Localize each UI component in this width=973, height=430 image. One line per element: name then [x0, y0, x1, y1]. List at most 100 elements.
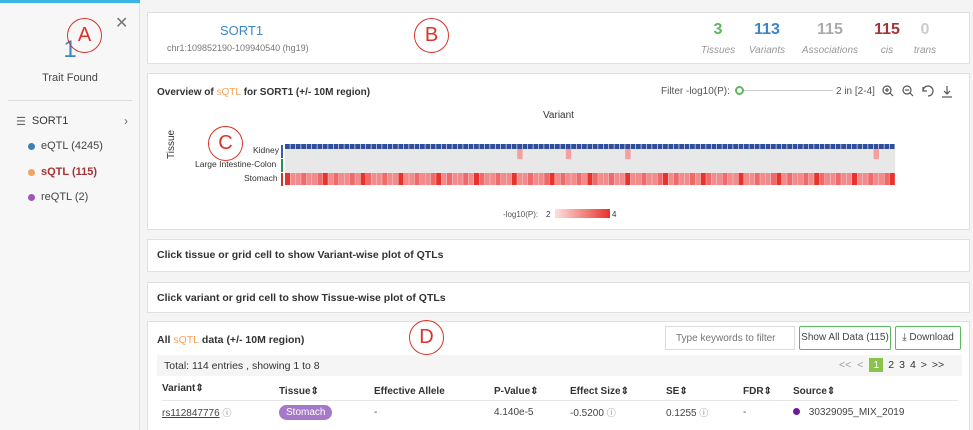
heatmap-cell[interactable]: [889, 144, 895, 149]
heatmap-cell[interactable]: [852, 144, 857, 149]
heatmap-cell[interactable]: [771, 173, 776, 185]
heatmap-cell[interactable]: [825, 173, 830, 185]
heatmap-cell[interactable]: [798, 144, 803, 149]
heatmap-cell[interactable]: [409, 144, 414, 149]
heatmap-cell[interactable]: [328, 173, 334, 185]
heatmap-cell[interactable]: [317, 173, 323, 185]
heatmap-cell[interactable]: [441, 173, 447, 185]
heatmap-cell[interactable]: [717, 173, 722, 185]
heatmap-cell[interactable]: [765, 144, 771, 149]
heatmap-cell[interactable]: [317, 144, 323, 149]
heatmap-cell[interactable]: [425, 173, 431, 185]
heatmap-cell[interactable]: [360, 144, 366, 149]
heatmap-cell[interactable]: [706, 144, 711, 149]
download-button[interactable]: ⤓ Download: [895, 326, 961, 350]
heatmap-cell[interactable]: [619, 173, 625, 185]
heatmap-cell[interactable]: [603, 173, 609, 185]
heatmap-cell[interactable]: [393, 173, 398, 185]
heatmap-cell[interactable]: [587, 173, 593, 185]
heatmap-cell[interactable]: [344, 173, 350, 185]
heatmap-cell[interactable]: [830, 173, 836, 185]
page-last[interactable]: >>: [931, 359, 945, 371]
heatmap-cell[interactable]: [420, 144, 425, 149]
heatmap-cell[interactable]: [468, 173, 474, 185]
heatmap-cell[interactable]: [603, 144, 609, 149]
heatmap-cell[interactable]: [571, 173, 577, 185]
heatmap-cell[interactable]: [835, 173, 841, 185]
heatmap-cell[interactable]: [376, 144, 382, 149]
heatmap-cell[interactable]: [447, 173, 452, 185]
sidebar-item-sqtl[interactable]: sQTL (115): [28, 166, 97, 178]
table-row[interactable]: rs112847776 ⓘ Stomach - 4.140e-5 -0.5200…: [162, 400, 958, 420]
heatmap-cell[interactable]: [387, 144, 393, 149]
heatmap-cell[interactable]: [339, 173, 344, 185]
heatmap-cell[interactable]: [517, 173, 523, 185]
heatmap-cell[interactable]: [295, 173, 301, 185]
heatmap-cell[interactable]: [479, 144, 485, 149]
heatmap-cell[interactable]: [873, 144, 879, 149]
heatmap-cell[interactable]: [835, 144, 841, 149]
heatmap-cell[interactable]: [776, 144, 782, 149]
tissue-label-stomach[interactable]: Stomach: [244, 173, 278, 183]
col-fdr[interactable]: FDR⇕: [743, 386, 772, 397]
heatmap-cell[interactable]: [803, 173, 809, 185]
heatmap-cell[interactable]: [490, 144, 495, 149]
heatmap-cell[interactable]: [744, 173, 749, 185]
heatmap-cell[interactable]: [382, 144, 387, 149]
heatmap-cell[interactable]: [398, 144, 404, 149]
heatmap-cell[interactable]: [636, 173, 641, 185]
heatmap-cell[interactable]: [560, 144, 566, 149]
heatmap-cell[interactable]: [436, 173, 442, 185]
heatmap-cell[interactable]: [636, 144, 641, 149]
heatmap-cell[interactable]: [528, 144, 533, 149]
heatmap-cell[interactable]: [290, 144, 296, 149]
col-source[interactable]: Source⇕: [793, 386, 836, 397]
heatmap-cell[interactable]: [668, 173, 674, 185]
heatmap-cell[interactable]: [781, 144, 787, 149]
heatmap-cell[interactable]: [285, 144, 290, 149]
heatmap-cell[interactable]: [349, 144, 355, 149]
refresh-icon[interactable]: [922, 85, 934, 97]
zoom-in-icon[interactable]: [882, 85, 894, 97]
heatmap-cell[interactable]: [549, 173, 555, 185]
sidebar-item-eqtl[interactable]: eQTL (4245): [28, 140, 103, 152]
download-icon[interactable]: [942, 86, 952, 98]
heatmap-cell[interactable]: [814, 173, 820, 185]
heatmap-cell[interactable]: [711, 144, 717, 149]
heatmap-cell[interactable]: [339, 144, 344, 149]
heatmap-cell[interactable]: [549, 144, 555, 149]
heatmap-cell[interactable]: [436, 144, 441, 149]
heatmap-cell[interactable]: [808, 173, 814, 185]
page-4[interactable]: 4: [909, 359, 916, 371]
heatmap-cell[interactable]: [528, 173, 533, 185]
heatmap-cell[interactable]: [506, 144, 512, 149]
heatmap-cell[interactable]: [733, 173, 739, 185]
heatmap-cell[interactable]: [306, 144, 312, 149]
heatmap-cell[interactable]: [852, 173, 857, 185]
heatmap-cell[interactable]: [803, 144, 809, 149]
heatmap-cell[interactable]: [295, 144, 301, 149]
heatmap-cell[interactable]: [592, 173, 598, 185]
heatmap-cell[interactable]: [684, 144, 690, 149]
heatmap-cell[interactable]: [673, 144, 679, 149]
heatmap-cell[interactable]: [301, 144, 306, 149]
heatmap-cell[interactable]: [522, 173, 528, 185]
heatmap-cell[interactable]: [582, 173, 587, 185]
heatmap-cell[interactable]: [495, 144, 501, 149]
heatmap-cell[interactable]: [873, 173, 879, 185]
slider-handle[interactable]: [735, 86, 744, 95]
tissue-label-colon[interactable]: Large Intestine-Colon: [195, 159, 277, 169]
info-icon[interactable]: ⓘ: [222, 408, 232, 418]
heatmap-cell[interactable]: [592, 144, 598, 149]
filter-slider[interactable]: [735, 86, 833, 95]
heatmap-cell[interactable]: [409, 173, 415, 185]
heatmap-cell[interactable]: [360, 173, 366, 185]
heatmap-cell[interactable]: [355, 144, 360, 149]
heatmap-cell[interactable]: [749, 144, 755, 149]
heatmap-cell[interactable]: [501, 173, 506, 185]
heatmap-cell[interactable]: [301, 173, 307, 185]
heatmap-cell[interactable]: [598, 173, 604, 185]
heatmap-cell[interactable]: [798, 173, 803, 185]
page-1[interactable]: 1: [869, 358, 884, 372]
heatmap-cell[interactable]: [868, 144, 873, 149]
